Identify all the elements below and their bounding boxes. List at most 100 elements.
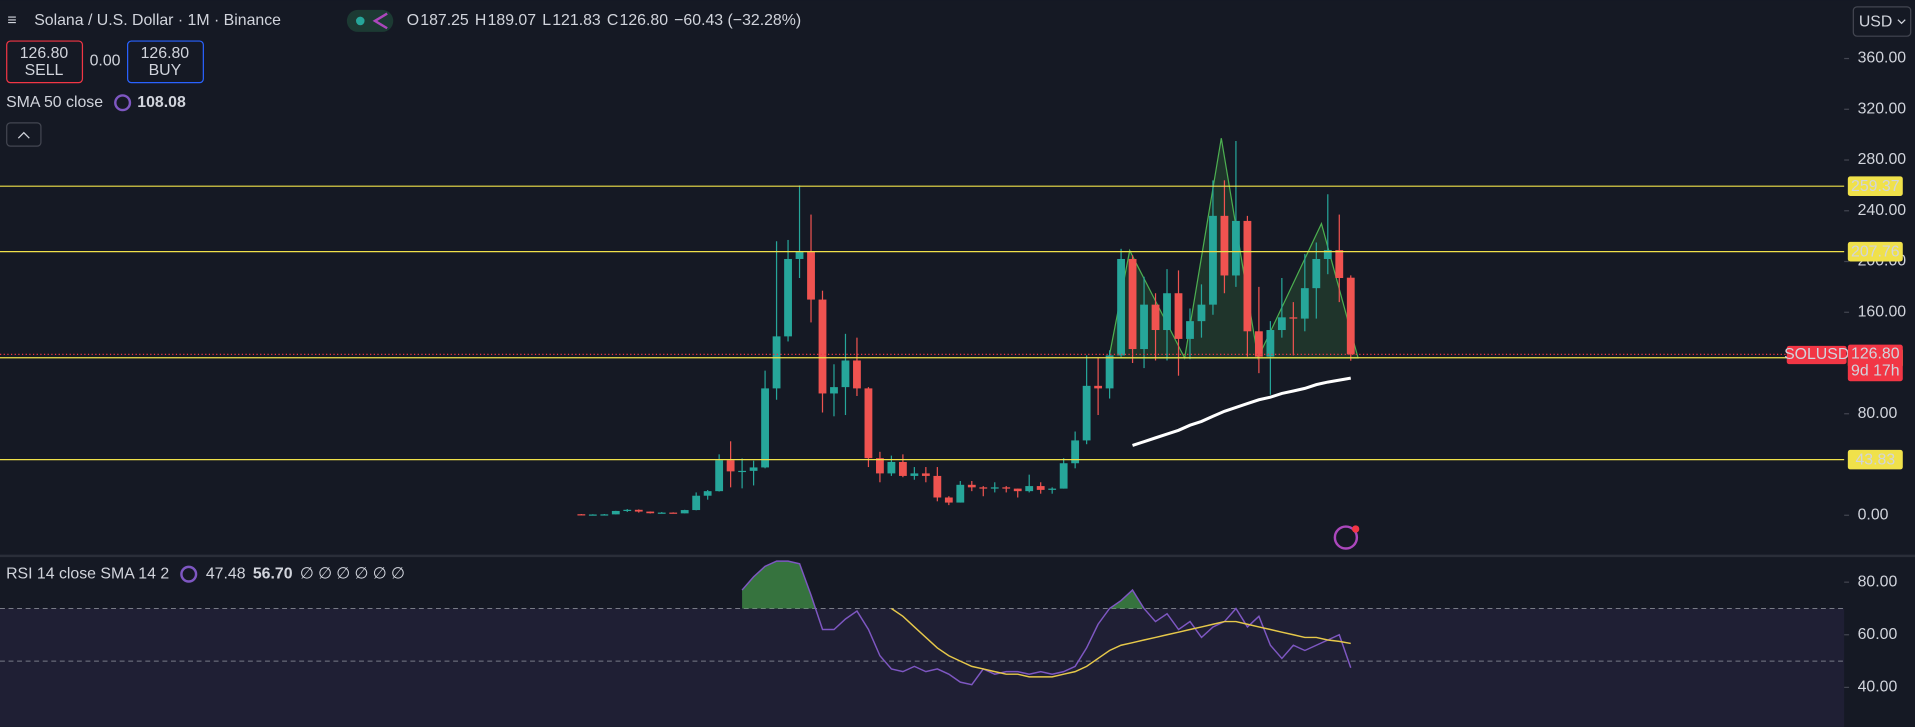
assistant-icon[interactable] — [1333, 525, 1360, 550]
level-label-bg — [1847, 176, 1903, 196]
candle-body — [1002, 487, 1011, 489]
sell-price: 126.80 — [20, 45, 69, 62]
y-tick-label: 40.00 — [1858, 679, 1898, 696]
candle-body — [1277, 317, 1286, 331]
candle-body — [1220, 215, 1229, 276]
candle-body — [1105, 355, 1114, 389]
candle-body — [1300, 288, 1309, 319]
candle-body — [761, 388, 769, 468]
candle-body — [772, 336, 781, 389]
sell-button[interactable] — [6, 40, 84, 84]
overbought-fill — [742, 561, 1144, 609]
candle-body — [1117, 258, 1125, 356]
candle-body — [1013, 488, 1022, 492]
spread: 0.00 — [90, 52, 121, 69]
candle-body — [1036, 486, 1045, 490]
candle-body — [898, 461, 907, 476]
candle-body — [887, 461, 896, 474]
symbol-label-bg — [1786, 345, 1847, 365]
candle-body — [703, 491, 712, 496]
candle-body — [1209, 215, 1217, 305]
ohlc-value: 189.07 — [488, 12, 537, 29]
ohlc-key: C — [607, 12, 618, 29]
candle-body — [784, 258, 792, 337]
currency: USD — [1859, 13, 1892, 30]
ohlc-value: 187.25 — [420, 12, 469, 29]
level-label: 43.83 — [1855, 451, 1895, 468]
y-tick-label: 240.00 — [1858, 202, 1907, 219]
collapse-button[interactable] — [6, 122, 42, 147]
candle-body — [577, 514, 586, 516]
symbol-title: Solana / U.S. Dollar · 1M · Binance — [34, 12, 281, 29]
sell-label: SELL — [25, 62, 64, 79]
candle-body — [841, 360, 850, 388]
indicator-value: 108.08 — [137, 94, 186, 111]
candle-body — [1048, 488, 1057, 490]
candle-body — [726, 460, 735, 472]
y-tick-label: 0.00 — [1858, 506, 1889, 523]
candle-body — [749, 467, 758, 471]
series-line — [1132, 376, 1352, 447]
candle-body — [807, 251, 815, 300]
candle-body — [830, 387, 838, 394]
candle-body — [1346, 277, 1355, 355]
candle-body — [669, 512, 678, 514]
candle-body — [692, 495, 701, 511]
candle-body — [933, 475, 942, 498]
candle-body — [979, 487, 988, 489]
collapse-icon — [17, 131, 30, 139]
candle-body — [967, 484, 976, 488]
buy-price: 126.80 — [141, 45, 190, 62]
ohlc-key: O — [407, 12, 419, 29]
rsi-band — [0, 608, 1845, 727]
level-label-bg — [1847, 241, 1903, 262]
y-tick-label: 80.00 — [1858, 405, 1898, 422]
candle-body — [1128, 258, 1137, 350]
ohlc-value: 126.80 — [620, 12, 669, 29]
icon-badge — [1351, 525, 1360, 533]
buy-label: BUY — [149, 62, 182, 79]
candle-body — [910, 473, 919, 476]
ohlc-key: H — [475, 12, 486, 29]
candle-body — [611, 510, 620, 515]
candle-body — [1186, 321, 1194, 339]
y-tick-label: 360.00 — [1858, 50, 1907, 67]
candle-body — [1163, 293, 1171, 331]
status-pill[interactable] — [346, 9, 394, 32]
candle-body — [1151, 304, 1160, 331]
status-dot — [356, 16, 365, 26]
candle-body — [1312, 258, 1321, 289]
candle-body — [623, 509, 632, 512]
candle-body — [921, 473, 930, 476]
symbol-label: SOLUSD — [1784, 346, 1849, 363]
candle-body — [600, 514, 609, 516]
last-price-label: 126.80 — [1851, 346, 1900, 363]
rsi-value: 47.48 — [206, 565, 246, 582]
buy-button[interactable] — [127, 40, 204, 84]
indicator-icon — [114, 94, 132, 112]
candle-body — [795, 251, 804, 259]
candle-body — [1059, 463, 1068, 489]
price-change: −60.43 (−32.28%) — [674, 12, 801, 29]
level-label-bg — [1847, 449, 1903, 470]
candle-body — [1025, 486, 1034, 492]
candle-body — [864, 388, 873, 459]
candle-body — [1094, 385, 1103, 389]
menu-icon[interactable]: ≡ — [7, 12, 16, 29]
candle-body — [1243, 220, 1252, 332]
y-tick-label: 320.00 — [1858, 100, 1907, 117]
indicator-icon — [180, 565, 198, 583]
indicator-name: SMA 50 close — [6, 94, 103, 111]
candle-body — [1266, 330, 1275, 357]
indicator-name: RSI 14 close SMA 14 2 — [6, 565, 169, 582]
candle-body — [1254, 331, 1263, 357]
candle-body — [1082, 385, 1091, 441]
candle-body — [956, 484, 965, 503]
rsi-sma-value: 56.70 — [253, 565, 293, 582]
candle-body — [1232, 220, 1240, 276]
last-price-bg — [1847, 344, 1903, 382]
candle-body — [1197, 304, 1206, 322]
currency-button[interactable] — [1852, 6, 1912, 37]
y-tick-label: 60.00 — [1858, 626, 1898, 643]
